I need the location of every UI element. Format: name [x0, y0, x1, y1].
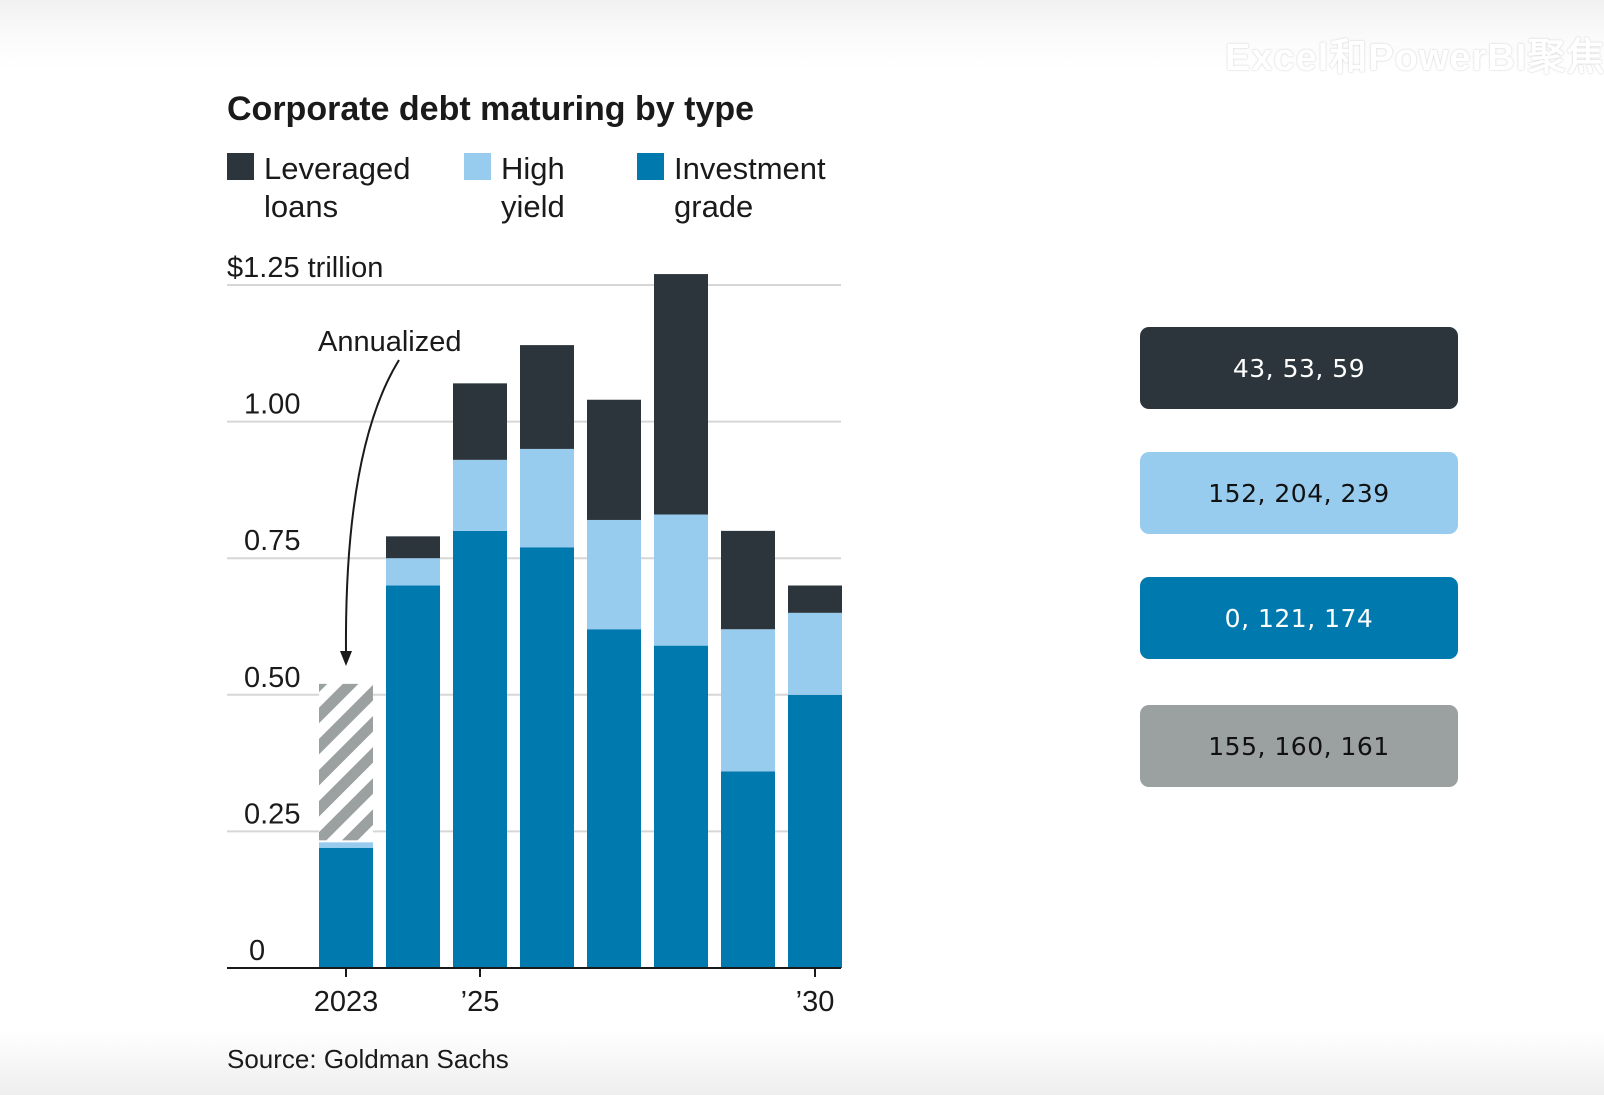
bar-high-yield-2025 [453, 459, 507, 531]
legend-label: Investment [674, 151, 826, 186]
legend-label: Leveraged [264, 151, 411, 186]
bar-investment-grade-2027 [587, 629, 641, 968]
legend-label: grade [674, 189, 753, 224]
swatch-blue: 0, 121, 174 [1140, 577, 1458, 659]
bar-investment-grade-2023 [319, 847, 373, 968]
x-tick-label: 2023 [314, 986, 379, 1018]
bar-leveraged-loans-2026 [520, 345, 574, 449]
bar-high-yield-2030 [788, 612, 842, 695]
y-tick-label: 0.75 [244, 525, 300, 557]
bar-leveraged-loans-2028 [654, 274, 708, 515]
bar-leveraged-loans-2029 [721, 530, 775, 630]
chart-title: Corporate debt maturing by type [227, 90, 754, 128]
y-tick-label: 0 [249, 935, 265, 967]
annotation-arrow-line [344, 359, 400, 653]
swatch-dark: 43, 53, 59 [1140, 327, 1458, 409]
bars [319, 274, 842, 968]
y-tick-label: $1.25 trillion [227, 252, 383, 284]
bar-leveraged-loans-2027 [587, 399, 641, 520]
source-note: Source: Goldman Sachs [227, 1044, 509, 1074]
y-tick-label: 0.50 [244, 662, 300, 694]
bar-high-yield-2029 [721, 629, 775, 772]
annualized-annotation: Annualized [318, 326, 462, 358]
bar-annualized-2023 [319, 683, 373, 841]
bar-leveraged-loans-2030 [788, 585, 842, 613]
legend-label: loans [264, 189, 338, 224]
x-tick-label: ’30 [796, 986, 835, 1018]
legend-swatch-leveraged-loans [227, 153, 254, 180]
bar-high-yield-2024 [386, 558, 440, 586]
bar-investment-grade-2026 [520, 547, 574, 968]
bar-investment-grade-2024 [386, 585, 440, 968]
swatch-light-blue: 152, 204, 239 [1140, 452, 1458, 534]
annotation-arrowhead [340, 651, 352, 666]
bar-high-yield-2027 [587, 519, 641, 630]
bar-investment-grade-2030 [788, 694, 842, 968]
legend-swatch-investment-grade [637, 153, 664, 180]
axes: 2023 ’25 ’30 [227, 967, 841, 1018]
bar-investment-grade-2025 [453, 530, 507, 968]
bar-high-yield-2026 [520, 448, 574, 548]
y-tick-label: 0.25 [244, 798, 300, 830]
bar-leveraged-loans-2024 [386, 536, 440, 559]
bar-leveraged-loans-2025 [453, 383, 507, 460]
annotation: Annualized [318, 326, 462, 666]
legend-swatch-high-yield [464, 153, 491, 180]
bar-investment-grade-2029 [721, 771, 775, 968]
bar-investment-grade-2028 [654, 645, 708, 968]
bar-high-yield-2023 [319, 842, 373, 848]
watermark-text: Excel和PowerBI聚焦 [1225, 37, 1604, 79]
bar-high-yield-2028 [654, 514, 708, 646]
legend-label: High [501, 151, 565, 186]
legend-label: yield [501, 189, 565, 224]
y-tick-label: 1.00 [244, 389, 300, 421]
x-tick-label: ’25 [461, 986, 500, 1018]
swatch-gray: 155, 160, 161 [1140, 705, 1458, 787]
